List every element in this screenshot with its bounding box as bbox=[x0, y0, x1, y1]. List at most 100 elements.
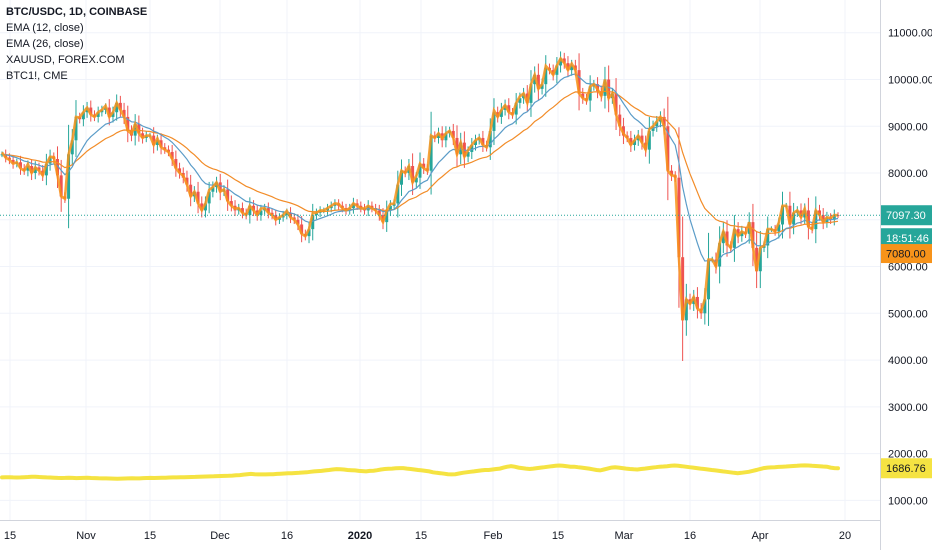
candle-body bbox=[274, 215, 278, 220]
x-tick-label: 16 bbox=[684, 530, 696, 542]
candle-225 bbox=[832, 209, 836, 226]
x-tick-label: Apr bbox=[751, 530, 768, 542]
candle-body bbox=[240, 208, 244, 213]
candle-127 bbox=[470, 137, 474, 159]
candle-218 bbox=[806, 197, 810, 240]
legend-btc1[interactable]: BTC1!, CME bbox=[6, 70, 68, 82]
candle-body bbox=[81, 112, 85, 120]
candle-body bbox=[48, 156, 52, 164]
last-price-tag: 7097.30 bbox=[886, 210, 926, 222]
candle-body bbox=[670, 170, 674, 176]
candle-body bbox=[248, 205, 252, 216]
candle-body bbox=[414, 177, 418, 183]
candle-222 bbox=[821, 208, 825, 230]
candle-body bbox=[259, 210, 263, 216]
candle-body bbox=[529, 84, 533, 103]
y-tick-label: 3000.00 bbox=[888, 402, 928, 414]
legend-ema26[interactable]: EMA (26, close) bbox=[6, 38, 84, 50]
symbol-title[interactable]: BTC/USDC, 1D, COINBASE bbox=[6, 6, 148, 18]
time-axis[interactable]: 15 Nov 15 Dec 16 2020 15 Feb 15 Mar 16 Apr 20 bbox=[0, 520, 880, 550]
candle-body bbox=[818, 210, 822, 216]
candle-118 bbox=[436, 127, 440, 144]
candle-145 bbox=[536, 63, 540, 101]
candle-body bbox=[385, 210, 389, 223]
candle-203 bbox=[751, 203, 755, 267]
candle-198 bbox=[732, 215, 736, 262]
candle-body bbox=[44, 163, 48, 176]
candle-body bbox=[603, 79, 607, 96]
candle-body bbox=[721, 231, 725, 244]
candle-body bbox=[11, 159, 15, 164]
candle-body bbox=[629, 137, 633, 145]
candle-body bbox=[562, 58, 566, 64]
y-tick-label: 4000.00 bbox=[888, 355, 928, 367]
candle-body bbox=[300, 224, 304, 234]
candle-body bbox=[559, 58, 563, 66]
candle-body bbox=[781, 205, 785, 225]
candle-102 bbox=[377, 204, 381, 221]
legend-xauusd[interactable]: XAUUSD, FOREX.COM bbox=[6, 54, 125, 66]
gold-series bbox=[0, 463, 840, 481]
candle-body bbox=[296, 219, 300, 225]
candle-157 bbox=[581, 87, 585, 104]
countdown-tag-bg bbox=[881, 228, 932, 249]
candle-59 bbox=[218, 173, 222, 201]
candle-body bbox=[703, 299, 707, 314]
candle-body bbox=[640, 135, 644, 143]
candle-body bbox=[170, 151, 174, 159]
y-tick-label: 9000.00 bbox=[888, 121, 928, 133]
btc1-line bbox=[0, 56, 839, 321]
candle-body bbox=[111, 112, 115, 117]
candle-body bbox=[418, 163, 422, 178]
candle-body bbox=[388, 205, 392, 211]
candle-body bbox=[451, 130, 455, 138]
candle-body bbox=[470, 144, 474, 152]
legend-ema12[interactable]: EMA (12, close) bbox=[6, 22, 84, 34]
candle-body bbox=[633, 140, 637, 145]
candle-body bbox=[832, 215, 836, 220]
candle-196 bbox=[725, 220, 729, 257]
candle-body bbox=[89, 107, 93, 115]
candle-body bbox=[429, 135, 433, 171]
candle-173 bbox=[640, 128, 644, 150]
time-axis-bg bbox=[0, 520, 880, 550]
last-price-tag-bg bbox=[881, 205, 932, 226]
candle-194 bbox=[718, 226, 722, 284]
y-tick-label: 5000.00 bbox=[888, 308, 928, 320]
candle-body bbox=[662, 116, 666, 127]
candle-46 bbox=[170, 144, 174, 167]
candle-195 bbox=[721, 221, 725, 253]
cme-price-tag-bg bbox=[881, 244, 932, 264]
candle-body bbox=[707, 259, 711, 300]
countdown-tag: 18:51:46 bbox=[886, 233, 929, 245]
candle-32 bbox=[118, 95, 122, 117]
candle-95 bbox=[351, 197, 355, 214]
candle-body bbox=[400, 170, 404, 185]
candle-body bbox=[152, 135, 156, 145]
x-tick-label: 20 bbox=[839, 530, 851, 542]
candle-body bbox=[122, 109, 126, 117]
candle-56 bbox=[207, 181, 211, 214]
x-tick-label: 15 bbox=[144, 530, 156, 542]
x-tick-label: Dec bbox=[210, 530, 230, 542]
candle-body bbox=[792, 212, 796, 225]
y-tick-label: 8000.00 bbox=[888, 168, 928, 180]
candle-body bbox=[555, 65, 559, 75]
candle-body bbox=[570, 65, 574, 71]
x-tick-label: 2020 bbox=[348, 530, 372, 542]
candle-57 bbox=[211, 181, 215, 198]
candle-199 bbox=[736, 222, 740, 244]
candle-body bbox=[411, 166, 415, 183]
candle-body bbox=[207, 191, 211, 204]
candle-body bbox=[588, 86, 592, 101]
candle-81 bbox=[300, 216, 304, 243]
candle-body bbox=[806, 210, 810, 227]
candle-body bbox=[518, 98, 522, 103]
candle-150 bbox=[555, 57, 559, 84]
candle-135 bbox=[499, 102, 503, 124]
candle-body bbox=[30, 166, 34, 174]
candle-143 bbox=[529, 70, 533, 117]
candle-body bbox=[55, 158, 59, 176]
